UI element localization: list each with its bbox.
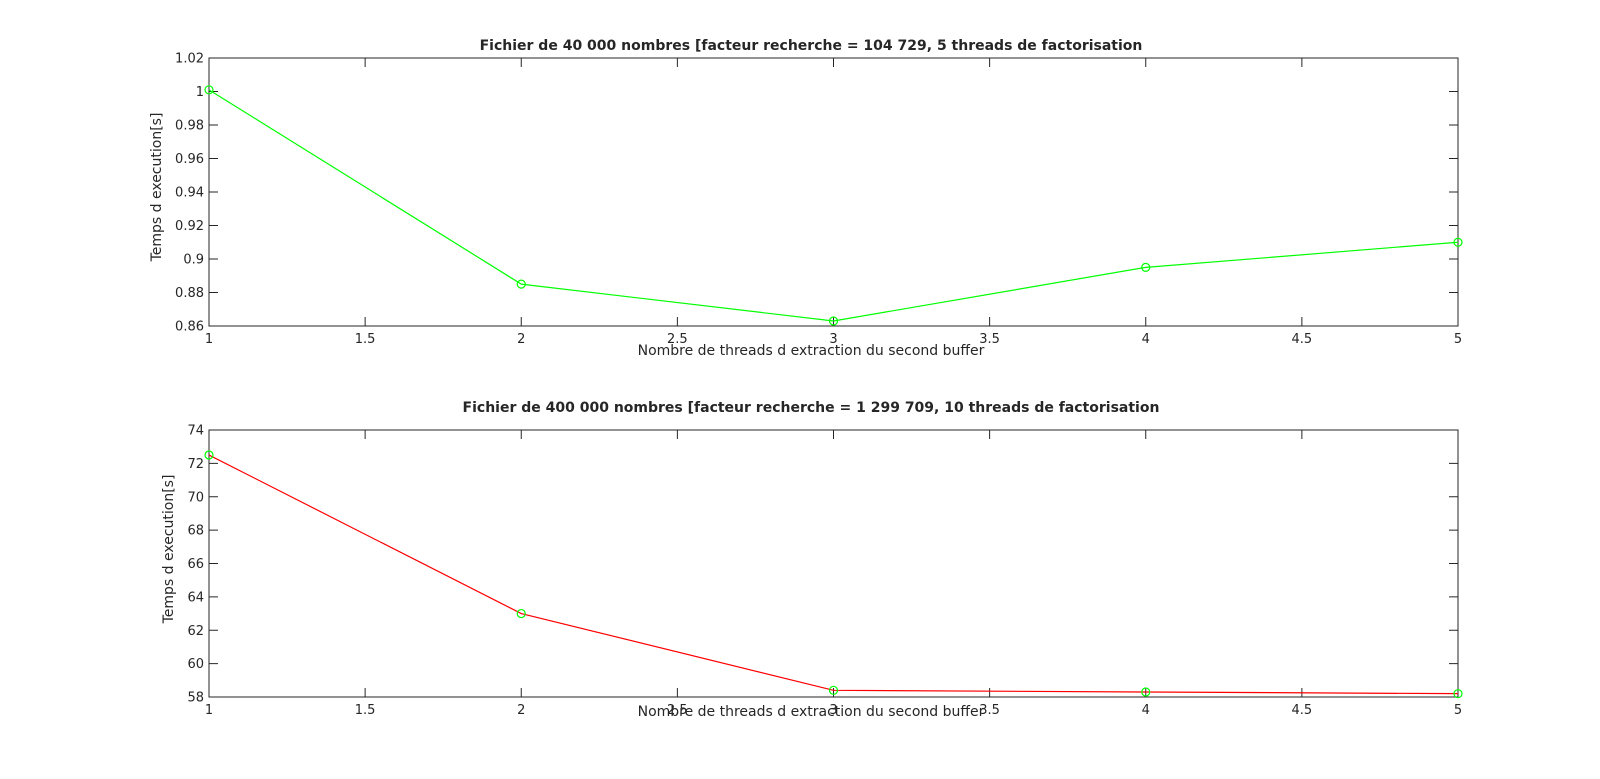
y-tick-label: 1 xyxy=(196,85,204,100)
chart-title: Fichier de 400 000 nombres [facteur rech… xyxy=(463,400,1160,416)
series-line xyxy=(208,454,1459,695)
y-tick-label: 68 xyxy=(187,524,204,539)
x-tick-label: 1 xyxy=(205,703,213,718)
x-tick-label: 3 xyxy=(829,703,837,718)
x-axis-label: Nombre de threads d extraction du second… xyxy=(638,343,985,359)
y-tick-label: 0.88 xyxy=(175,286,204,301)
y-tick-label: 0.92 xyxy=(175,219,204,234)
data-point xyxy=(204,450,214,460)
data-point xyxy=(204,85,214,95)
y-tick-label: 70 xyxy=(187,490,204,505)
y-tick-label: 0.9 xyxy=(183,253,204,268)
series-line xyxy=(208,89,1459,322)
data-point xyxy=(1141,262,1151,272)
y-axis-label: Temps d execution[s] xyxy=(149,113,165,263)
top-chart: Fichier de 40 000 nombres [facteur reche… xyxy=(149,38,1463,359)
x-tick-label: 2 xyxy=(517,332,525,347)
x-tick-label: 5 xyxy=(1454,703,1462,718)
data-point xyxy=(828,685,839,695)
x-tick-label: 5 xyxy=(1454,332,1462,347)
y-tick-label: 66 xyxy=(187,557,204,572)
y-tick-label: 64 xyxy=(187,590,204,605)
x-tick-label: 2.5 xyxy=(667,703,688,718)
data-point xyxy=(1453,689,1463,699)
y-tick-label: 0.98 xyxy=(175,119,204,134)
y-tick-label: 62 xyxy=(187,624,204,639)
x-tick-label: 3.5 xyxy=(979,703,1000,718)
data-point xyxy=(1453,237,1463,247)
plot-area xyxy=(208,57,1459,327)
y-tick-label: 72 xyxy=(187,457,204,472)
x-axis-label: Nombre de threads d extraction du second… xyxy=(638,704,985,720)
data-point xyxy=(516,279,526,289)
x-tick-label: 4.5 xyxy=(1292,332,1313,347)
x-tick-label: 1.5 xyxy=(355,703,376,718)
plot-area xyxy=(208,429,1459,698)
x-tick-label: 4 xyxy=(1142,703,1150,718)
x-tick-label: 2.5 xyxy=(667,332,688,347)
y-tick-label: 74 xyxy=(187,424,204,439)
data-point xyxy=(828,316,839,326)
y-tick-label: 58 xyxy=(187,691,204,706)
data-point xyxy=(516,608,526,619)
y-tick-label: 1.02 xyxy=(175,52,204,67)
x-tick-label: 4.5 xyxy=(1292,703,1313,718)
x-tick-label: 2 xyxy=(517,703,525,718)
x-tick-label: 4 xyxy=(1142,332,1150,347)
x-tick-label: 1 xyxy=(205,332,213,347)
x-tick-label: 1.5 xyxy=(355,332,376,347)
data-point xyxy=(1141,687,1151,697)
y-axis-label: Temps d execution[s] xyxy=(161,475,177,625)
bottom-chart: Fichier de 400 000 nombres [facteur rech… xyxy=(161,400,1463,720)
y-tick-label: 0.96 xyxy=(175,152,204,167)
x-tick-label: 3.5 xyxy=(979,332,1000,347)
y-tick-label: 60 xyxy=(187,657,204,672)
y-tick-label: 0.86 xyxy=(175,320,204,335)
y-tick-label: 0.94 xyxy=(175,186,204,201)
x-tick-label: 3 xyxy=(829,332,837,347)
chart-title: Fichier de 40 000 nombres [facteur reche… xyxy=(480,38,1143,54)
